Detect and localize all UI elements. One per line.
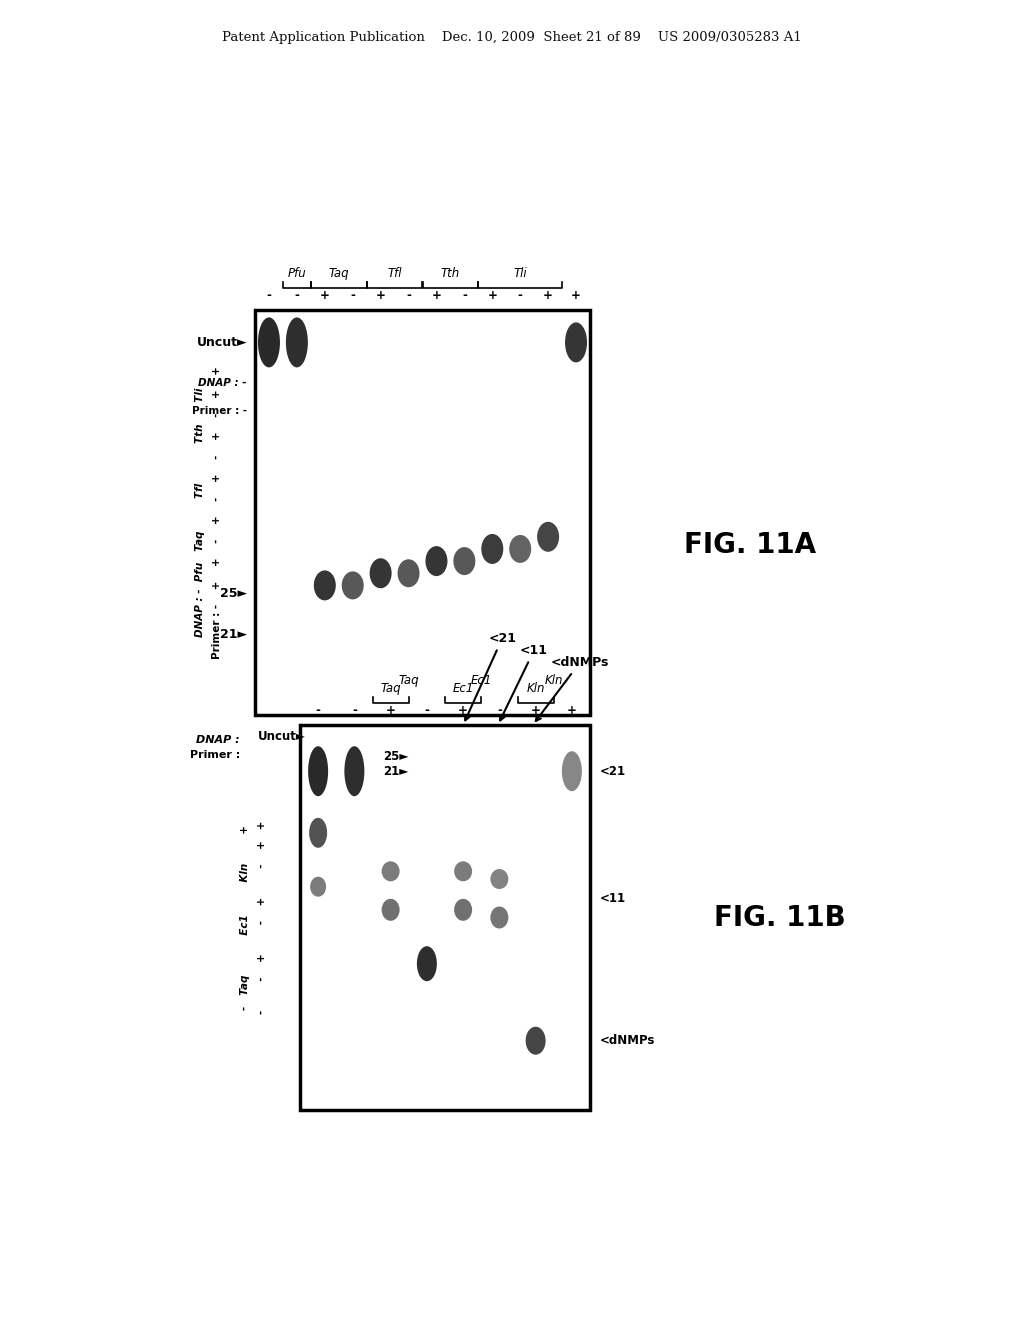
Text: -: - bbox=[315, 704, 321, 717]
Ellipse shape bbox=[454, 862, 472, 882]
Text: +: + bbox=[319, 289, 330, 302]
Ellipse shape bbox=[310, 876, 326, 896]
Ellipse shape bbox=[454, 899, 472, 921]
Text: 21►: 21► bbox=[383, 766, 409, 777]
Ellipse shape bbox=[258, 317, 280, 367]
Text: DNAP : -: DNAP : - bbox=[199, 378, 247, 388]
Text: -: - bbox=[462, 289, 467, 302]
Text: FIG. 11B: FIG. 11B bbox=[714, 903, 846, 932]
Text: <11: <11 bbox=[600, 892, 626, 904]
Text: -   Taq           Ec1         Kln        +: - Taq Ec1 Kln + bbox=[240, 825, 250, 1010]
Text: Taq: Taq bbox=[380, 682, 401, 696]
Text: <11: <11 bbox=[500, 644, 548, 721]
Text: +: + bbox=[530, 704, 541, 717]
Text: Kln: Kln bbox=[545, 675, 563, 686]
Ellipse shape bbox=[382, 899, 399, 921]
Ellipse shape bbox=[344, 746, 365, 796]
Text: -        -    +        -    +        -    +   +: - - + - + - + + bbox=[257, 821, 267, 1014]
Ellipse shape bbox=[417, 946, 437, 981]
Text: -: - bbox=[350, 289, 355, 302]
Text: FIG. 11A: FIG. 11A bbox=[684, 531, 816, 558]
Text: -: - bbox=[407, 289, 411, 302]
Text: -: - bbox=[497, 704, 502, 717]
Ellipse shape bbox=[397, 560, 420, 587]
Text: +: + bbox=[543, 289, 553, 302]
Ellipse shape bbox=[509, 535, 531, 562]
Text: -: - bbox=[266, 289, 271, 302]
Bar bbox=[300, 725, 590, 1110]
Text: DNAP :: DNAP : bbox=[197, 735, 240, 744]
Text: Taq: Taq bbox=[329, 267, 349, 280]
Text: +: + bbox=[567, 704, 577, 717]
Ellipse shape bbox=[309, 818, 327, 847]
Text: Tth: Tth bbox=[440, 267, 460, 280]
Text: -: - bbox=[352, 704, 356, 717]
Text: 21►: 21► bbox=[220, 627, 247, 640]
Ellipse shape bbox=[308, 746, 328, 796]
Text: Primer :: Primer : bbox=[189, 750, 240, 760]
Text: +: + bbox=[571, 289, 581, 302]
Ellipse shape bbox=[313, 570, 336, 601]
Ellipse shape bbox=[565, 322, 587, 363]
Bar bbox=[255, 310, 590, 715]
Text: 25►: 25► bbox=[220, 587, 247, 601]
Text: DNAP : -  Pfu   Taq         Tfl           Tth      Tli: DNAP : - Pfu Taq Tfl Tth Tli bbox=[195, 388, 205, 638]
Text: Pfu: Pfu bbox=[288, 267, 306, 280]
Text: Ec1: Ec1 bbox=[471, 675, 492, 686]
Text: Taq: Taq bbox=[398, 675, 419, 686]
Text: Patent Application Publication    Dec. 10, 2009  Sheet 21 of 89    US 2009/03052: Patent Application Publication Dec. 10, … bbox=[222, 30, 802, 44]
Ellipse shape bbox=[454, 546, 475, 576]
Text: Tfl: Tfl bbox=[387, 267, 401, 280]
Ellipse shape bbox=[382, 862, 399, 882]
Text: Tli: Tli bbox=[513, 267, 527, 280]
Text: -: - bbox=[424, 704, 429, 717]
Text: -: - bbox=[295, 289, 299, 302]
Ellipse shape bbox=[490, 907, 508, 928]
Text: <21: <21 bbox=[600, 764, 626, 777]
Ellipse shape bbox=[490, 869, 508, 888]
Ellipse shape bbox=[425, 546, 447, 576]
Text: Primer : -: Primer : - bbox=[191, 407, 247, 416]
Ellipse shape bbox=[562, 751, 582, 791]
Text: +: + bbox=[376, 289, 386, 302]
Ellipse shape bbox=[538, 521, 559, 552]
Text: Kln: Kln bbox=[526, 682, 545, 696]
Text: Ec1: Ec1 bbox=[453, 682, 474, 696]
Ellipse shape bbox=[370, 558, 391, 589]
Text: +: + bbox=[431, 289, 441, 302]
Ellipse shape bbox=[342, 572, 364, 599]
Text: +: + bbox=[386, 704, 395, 717]
Text: +: + bbox=[487, 289, 498, 302]
Text: -: - bbox=[518, 289, 522, 302]
Text: Uncut►: Uncut► bbox=[258, 730, 306, 743]
Ellipse shape bbox=[481, 535, 503, 564]
Text: +: + bbox=[458, 704, 468, 717]
Text: 25►: 25► bbox=[383, 750, 409, 763]
Text: <dNMPs: <dNMPs bbox=[600, 1034, 655, 1047]
Text: Primer : -    +    +    -    +    -    +    -    +    -    +    +: Primer : - + + - + - + - + - + + bbox=[212, 366, 222, 659]
Ellipse shape bbox=[286, 317, 308, 367]
Text: <dNMPs: <dNMPs bbox=[536, 656, 609, 721]
Text: Uncut►: Uncut► bbox=[197, 335, 247, 348]
Ellipse shape bbox=[525, 1027, 546, 1055]
Text: <21: <21 bbox=[465, 632, 516, 721]
